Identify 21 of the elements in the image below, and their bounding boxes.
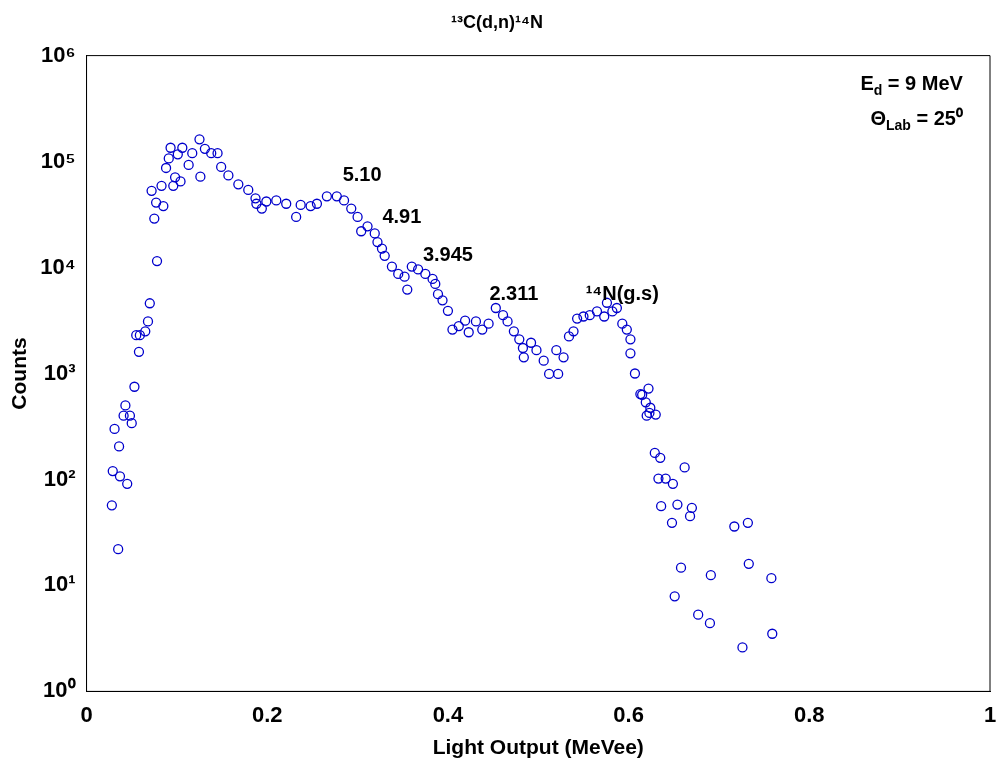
- annotation: 4.91: [382, 204, 422, 227]
- x-tick-label: 0.4: [432, 701, 464, 727]
- y-tick-label: 10⁶: [40, 41, 76, 67]
- annotation: ¹⁴N(g.s): [585, 282, 659, 305]
- annotation: 5.10: [342, 162, 382, 185]
- y-tick-label: 10⁰: [43, 677, 76, 703]
- x-tick-label: 0: [80, 701, 93, 727]
- x-tick-label: 0.2: [251, 701, 283, 727]
- y-axis-title: Counts: [7, 337, 31, 410]
- annotation: 2.311: [489, 282, 539, 305]
- x-tick-label: 0.8: [794, 701, 825, 727]
- x-tick-label: 1: [983, 701, 997, 727]
- annotation: 3.945: [422, 243, 473, 266]
- y-tick-label: 10⁵: [40, 147, 76, 173]
- y-tick-label: 10³: [43, 359, 76, 385]
- y-tick-label: 10⁴: [40, 253, 76, 279]
- y-tick-label: 10²: [43, 465, 76, 491]
- chart-title: ¹³C(d,n)¹⁴N: [451, 11, 543, 32]
- x-tick-label: 0.6: [613, 701, 644, 727]
- y-tick-label: 10¹: [43, 571, 76, 597]
- x-axis-title: Light Output (MeVee): [432, 735, 644, 759]
